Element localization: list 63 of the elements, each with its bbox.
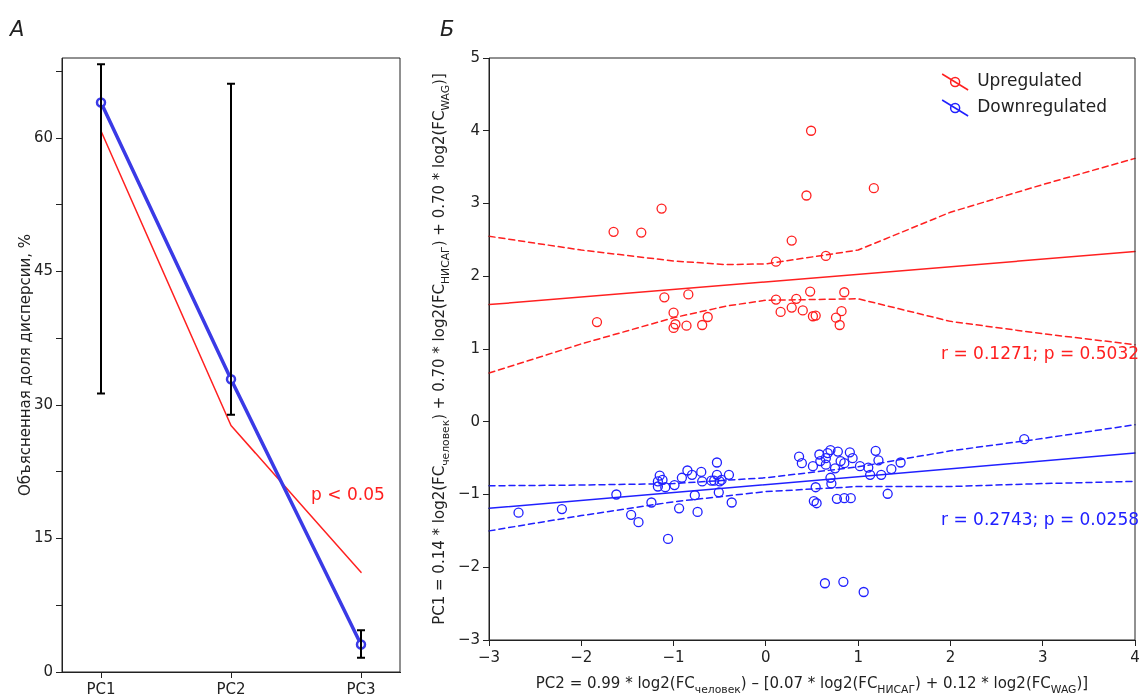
legend-label: Downregulated	[977, 96, 1108, 117]
point	[697, 319, 708, 331]
point	[683, 289, 694, 300]
x-tick-label: PC3	[346, 679, 376, 698]
point	[868, 183, 879, 194]
line-series	[488, 157, 1136, 266]
point	[797, 305, 808, 316]
point	[668, 322, 679, 334]
x-tick-label: 4	[1130, 647, 1140, 666]
chart-title: А	[8, 17, 25, 41]
point	[770, 294, 782, 305]
point	[839, 287, 850, 298]
x-tick-label: −2	[570, 647, 593, 666]
y-tick-label: 60	[33, 127, 53, 146]
point	[659, 292, 670, 303]
y-tick-label: 2	[470, 266, 480, 285]
x-tick-label: 0	[761, 647, 771, 666]
y-tick-label: 5	[470, 47, 480, 66]
x-tick-label: 1	[853, 647, 863, 666]
point	[591, 316, 603, 328]
point	[668, 307, 679, 318]
x-tick-label: PC2	[216, 679, 246, 698]
point	[805, 125, 817, 136]
point	[801, 190, 812, 201]
y-axis-title: Объясненная доля дисперсии, %	[16, 234, 34, 496]
y-tick-label: 45	[33, 261, 53, 280]
x-tick-label: PC1	[86, 679, 116, 698]
y-tick-label: 0	[43, 661, 53, 680]
point	[805, 286, 816, 297]
point	[656, 203, 667, 214]
y-tick-label: −1	[457, 484, 480, 503]
chart-title: Б	[440, 17, 455, 41]
y-tick-label: 1	[470, 338, 480, 357]
annotation: r = 0.2743; p = 0.0258	[941, 509, 1140, 530]
point	[791, 293, 802, 304]
y-axis-title: PC1 = 0.14 * log2(FCчеловек) + 0.70 * log2(FCНИСАГ) + 0.70 * log2(FCWAG)]	[430, 73, 452, 625]
annotation: p < 0.05	[311, 483, 385, 504]
point	[786, 235, 797, 246]
point	[770, 256, 782, 267]
point	[830, 312, 842, 323]
point	[681, 320, 692, 331]
y-tick-label: −2	[457, 557, 480, 576]
y-tick-label: 4	[470, 120, 480, 139]
y-tick-label: 0	[470, 411, 480, 430]
point	[786, 302, 797, 313]
legend-label: Upregulated	[977, 70, 1083, 91]
point	[775, 306, 786, 318]
x-tick-label: 2	[945, 647, 956, 666]
point	[702, 311, 713, 323]
x-tick-label: 3	[1037, 647, 1048, 666]
line-series	[488, 480, 1136, 532]
point	[608, 226, 619, 238]
point	[636, 227, 647, 238]
y-tick-label: 3	[470, 193, 480, 212]
annotation: r = 0.1271; p = 0.5032	[941, 343, 1140, 364]
y-tick-label: 30	[33, 394, 53, 413]
point	[670, 319, 681, 330]
y-tick-label: −3	[457, 629, 480, 648]
point	[820, 250, 831, 262]
y-tick-label: 15	[33, 528, 53, 547]
point	[836, 306, 847, 317]
point	[834, 319, 845, 331]
x-tick-label: −1	[662, 647, 685, 666]
